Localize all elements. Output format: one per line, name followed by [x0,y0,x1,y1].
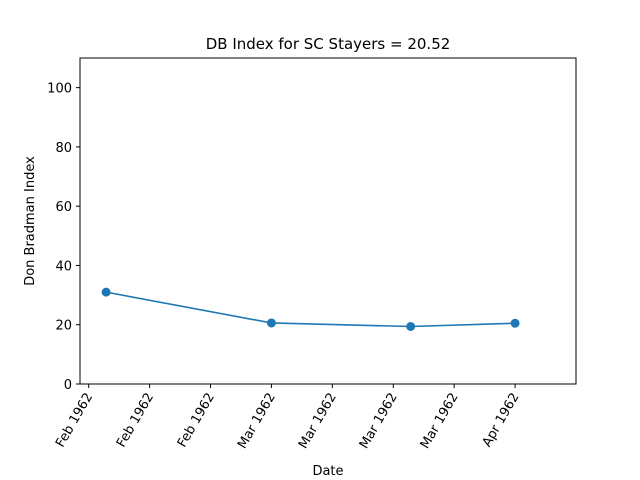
y-tick-label: 80 [55,141,72,156]
y-tick-label: 100 [47,82,72,97]
y-axis-label: Don Bradman Index [23,156,38,286]
series-line [105,291,516,328]
data-point [101,287,111,297]
y-tick-label: 40 [55,259,72,274]
plot-frame [79,57,577,385]
data-point [266,318,276,328]
data-point [406,322,416,332]
y-tick-label: 0 [64,378,72,393]
series-group [101,287,520,332]
y-tick-label: 60 [55,200,72,215]
y-tick-label: 20 [55,319,72,334]
data-point [510,318,520,328]
chart-title: DB Index for SC Stayers = 20.52 [206,35,451,53]
x-axis-label: Date [312,464,343,479]
y-axis-ticks: 0 20 40 60 80 100 [47,82,80,393]
